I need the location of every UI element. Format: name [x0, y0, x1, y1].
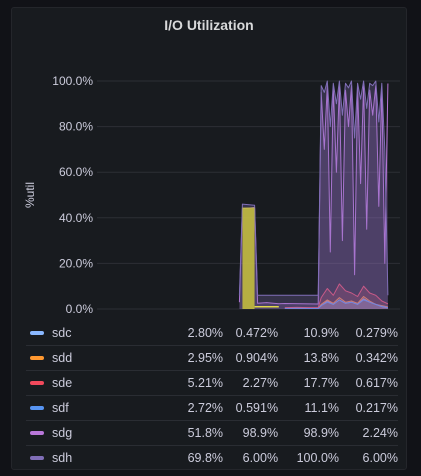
legend-series-name: sde — [52, 376, 73, 390]
legend-value-last: 98.9% — [242, 426, 279, 440]
panel-title: I/O Utilization — [164, 17, 254, 33]
legend-value-last: 0.591% — [235, 401, 279, 415]
legend-row-sdf[interactable]: sdf 2.72% 0.591% 11.1% 0.217% — [26, 396, 398, 421]
y-tick-label: 100.0% — [52, 74, 93, 88]
legend-value-last: 0.904% — [235, 351, 279, 365]
legend-value-min: 6.00% — [362, 451, 398, 465]
legend-row-sdg[interactable]: sdg 51.8% 98.9% 98.9% 2.24% — [26, 421, 398, 446]
legend-swatch — [30, 431, 44, 435]
legend-swatch — [30, 406, 44, 410]
legend-value-mean: 2.72% — [187, 401, 224, 415]
legend-series-name: sdg — [52, 426, 73, 440]
series-line-sdh — [238, 80, 389, 296]
legend-swatch — [30, 381, 44, 385]
series-line-sde — [284, 283, 389, 309]
legend-row-sde[interactable]: sde 5.21% 2.27% 17.7% 0.617% — [26, 371, 398, 396]
spike-fill — [242, 207, 255, 309]
legend-value-min: 0.279% — [355, 326, 398, 340]
legend-value-last: 0.472% — [235, 326, 279, 340]
legend-value-max: 11.1% — [304, 401, 340, 415]
legend-swatch — [30, 356, 44, 360]
y-tick-label: 60.0% — [59, 165, 93, 179]
y-tick-label: 20.0% — [59, 256, 93, 270]
legend-value-max: 10.9% — [303, 326, 340, 340]
legend-value-mean: 2.80% — [187, 326, 224, 340]
legend-value-max: 17.7% — [303, 376, 340, 390]
legend-value-min: 0.342% — [355, 351, 398, 365]
y-tick-label: 80.0% — [59, 120, 93, 134]
legend-value-max: 13.8% — [303, 351, 340, 365]
legend-value-mean: 5.21% — [187, 376, 224, 390]
io-utilization-chart: 0.0% 20.0% 40.0% 60.0% 80.0% 100.0% %util — [23, 74, 400, 316]
series-line-sdf — [284, 299, 389, 309]
series-area-sdd — [284, 296, 388, 309]
legend-value-last: 2.27% — [242, 376, 279, 390]
series-area-sdg — [239, 83, 388, 309]
series-area-sde — [284, 283, 388, 309]
legend-series-name: sdf — [52, 401, 69, 415]
legend-value-mean: 2.95% — [187, 351, 224, 365]
y-tick-label: 40.0% — [59, 211, 93, 225]
legend-value-max: 98.9% — [303, 426, 340, 440]
series-area-sdf — [284, 299, 388, 309]
legend-value-mean: 69.8% — [187, 451, 224, 465]
series-line-sdg — [238, 83, 389, 305]
io-utilization-panel: I/O Utilization 0.0% 20.0% 40.0% 60.0% 80.0%… — [11, 7, 407, 470]
legend-swatch — [30, 456, 44, 460]
legend-value-min: 0.617% — [355, 376, 398, 390]
legend-series-name: sdc — [52, 326, 72, 340]
legend-row-sdc[interactable]: sdc 2.80% 0.472% 10.9% 0.279% — [26, 321, 398, 346]
legend-series-name: sdd — [52, 351, 73, 365]
legend-series-name: sdh — [52, 451, 73, 465]
legend-value-mean: 51.8% — [187, 426, 224, 440]
legend-row-sdd[interactable]: sdd 2.95% 0.904% 13.8% 0.342% — [26, 346, 398, 371]
legend-value-min: 0.217% — [355, 401, 398, 415]
y-tick-label: 0.0% — [66, 302, 94, 316]
legend-value-last: 6.00% — [242, 451, 279, 465]
series-area-sdh — [239, 81, 388, 309]
legend-row-sdh[interactable]: sdh 69.8% 6.00% 100.0% 6.00% — [26, 446, 398, 470]
legend-value-max: 100.0% — [296, 451, 340, 465]
chart-legend: sdc 2.80% 0.472% 10.9% 0.279% sdd 2.95% 0.904% 1… — [26, 321, 398, 470]
legend-swatch — [30, 331, 44, 335]
y-axis-label: %util — [23, 182, 37, 208]
legend-value-min: 2.24% — [362, 426, 398, 440]
